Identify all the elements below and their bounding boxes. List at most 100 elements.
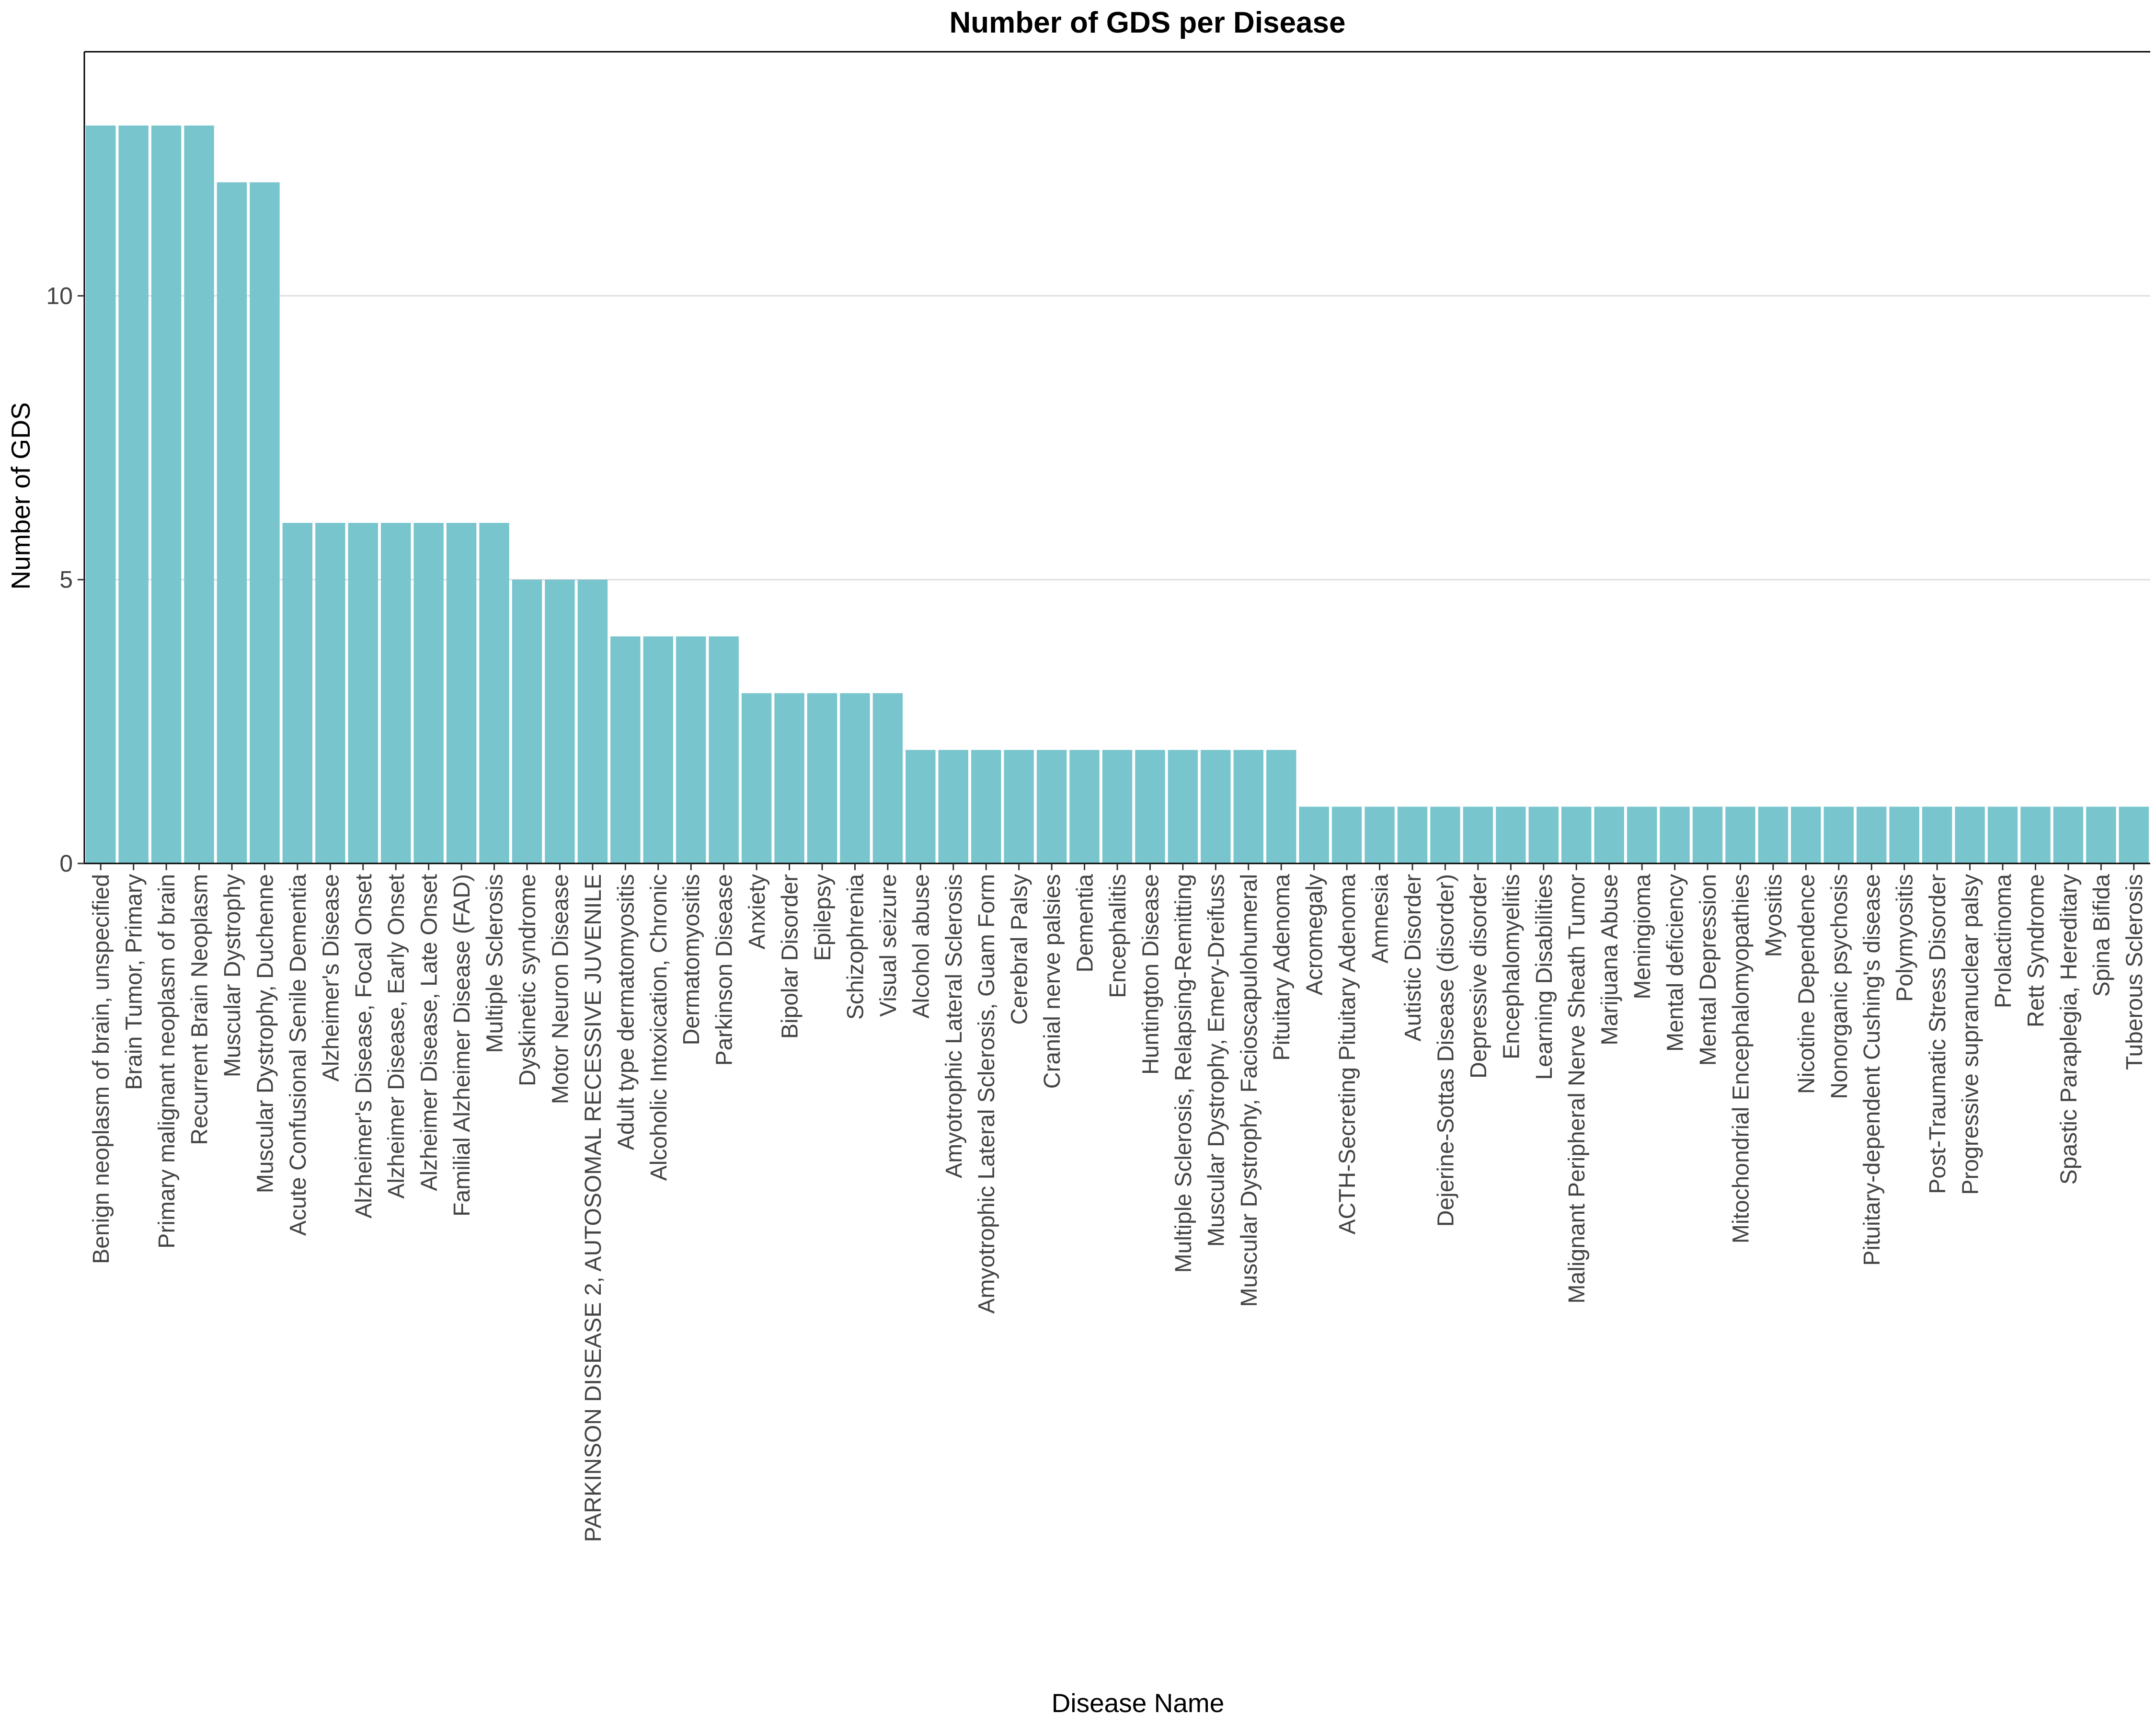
x-axis-title: Disease Name <box>1052 1688 1225 1718</box>
bar <box>282 523 313 863</box>
bar <box>1758 806 1789 863</box>
bar <box>315 523 345 863</box>
bar <box>1397 806 1428 863</box>
x-tick-label: Familial Alzheimer Disease (FAD) <box>449 874 475 1217</box>
bar <box>1102 750 1133 863</box>
bar <box>807 693 837 863</box>
bar <box>1299 806 1329 863</box>
bar <box>709 636 739 863</box>
bar <box>86 126 116 863</box>
x-tick-label: Nicotine Dependence <box>1794 874 1819 1094</box>
x-tick-label: Amnesia <box>1368 874 1393 964</box>
x-tick-label: Benign neoplasm of brain, unspecified <box>89 874 114 1264</box>
x-tick-label: Spina Bifida <box>2089 874 2114 997</box>
x-tick-label: Mitochondrial Encephalomyopathies <box>1728 874 1754 1243</box>
x-tick-label: Meningioma <box>1630 874 1655 1000</box>
x-tick-label: Tuberous Sclerosis <box>2122 874 2147 1070</box>
x-tick-label: Motor Neuron Disease <box>548 874 573 1104</box>
bar <box>2053 806 2084 863</box>
bar <box>348 523 378 863</box>
x-tick-label: Alcohol abuse <box>908 874 934 1019</box>
x-tick-label: Nonorganic psychosis <box>1827 874 1852 1099</box>
bar <box>1627 806 1657 863</box>
x-tick-label: Alzheimer's Disease, Focal Onset <box>351 874 377 1219</box>
x-tick-label: Pituitary-dependent Cushing's disease <box>1859 874 1885 1266</box>
bar <box>872 693 903 863</box>
x-tick-label: Learning Disabilities <box>1532 874 1557 1080</box>
bar <box>610 636 641 863</box>
bar <box>250 182 280 863</box>
bar <box>446 523 477 863</box>
x-tick-label: Depressive disorder <box>1466 874 1491 1079</box>
bar <box>381 523 411 863</box>
bar <box>1692 806 1723 863</box>
bar <box>413 523 444 863</box>
x-tick-label: Cranial nerve palsies <box>1040 874 1065 1089</box>
x-tick-label: Anxiety <box>745 874 770 949</box>
x-tick-label: Alzheimer Disease, Early Onset <box>384 874 409 1199</box>
x-tick-label: Post-Traumatic Stress Disorder <box>1925 874 1950 1194</box>
bar <box>1528 806 1559 863</box>
x-axis-labels: Benign neoplasm of brain, unspecified Bra… <box>89 863 2147 1542</box>
x-tick-label: Encephalomyelitis <box>1499 874 1524 1059</box>
bar <box>2086 806 2116 863</box>
bar <box>840 693 870 863</box>
bar <box>1725 806 1755 863</box>
x-tick-label: PARKINSON DISEASE 2, AUTOSOMAL RECESSIVE… <box>581 874 606 1542</box>
bar <box>1331 806 1362 863</box>
x-tick-label: Alzheimer's Disease <box>318 874 344 1081</box>
x-tick-label: Cerebral Palsy <box>1007 874 1032 1025</box>
bar <box>1135 750 1165 863</box>
bar <box>1791 806 1821 863</box>
x-tick-label: Dermatomyositis <box>679 874 704 1045</box>
bar <box>1660 806 1690 863</box>
bar <box>118 126 149 863</box>
x-tick-label: Rett Syndrome <box>2023 874 2049 1027</box>
bar <box>1069 750 1100 863</box>
bar <box>643 636 673 863</box>
x-tick-label: Recurrent Brain Neoplasm <box>187 874 213 1145</box>
bar <box>184 126 214 863</box>
bar <box>1036 750 1067 863</box>
x-tick-label: Polymyositis <box>1892 874 1918 1002</box>
bar <box>676 636 706 863</box>
bar <box>217 182 247 863</box>
bar <box>906 750 936 863</box>
x-tick-label: Primary malignant neoplasm of brain <box>154 874 180 1249</box>
x-tick-label: Brain Tumor, Primary <box>122 874 147 1090</box>
bar <box>1561 806 1592 863</box>
x-tick-label: ACTH-Secreting Pituitary Adenoma <box>1335 874 1360 1235</box>
bar <box>1365 806 1395 863</box>
x-tick-label: Mental Depression <box>1696 874 1721 1066</box>
bar <box>1463 806 1493 863</box>
bar <box>151 126 182 863</box>
x-tick-label: Huntington Disease <box>1138 874 1163 1075</box>
x-tick-label: Schizophrenia <box>843 874 868 1020</box>
x-tick-label: Myositis <box>1761 874 1787 957</box>
bar <box>1168 750 1198 863</box>
x-tick-label: Pituitary Adenoma <box>1269 874 1295 1061</box>
x-tick-label: Alcoholic Intoxication, Chronic <box>646 874 672 1181</box>
bar <box>971 750 1001 863</box>
bar <box>1201 750 1231 863</box>
x-tick-label: Autistic Disorder <box>1400 874 1426 1041</box>
x-tick-label: Spastic Paraplegia, Hereditary <box>2056 874 2082 1184</box>
bar <box>2020 806 2051 863</box>
bar <box>577 579 608 863</box>
y-tick-label: 10 <box>46 282 73 309</box>
bar <box>1430 806 1460 863</box>
bar <box>938 750 968 863</box>
bar <box>1594 806 1624 863</box>
x-tick-label: Mental deficiency <box>1663 874 1688 1052</box>
x-tick-label: Muscular Dystrophy, Emery-Dreifuss <box>1204 874 1229 1247</box>
bar <box>774 693 804 863</box>
x-tick-label: Amyotrophic Lateral Sclerosis, Guam Form <box>974 874 999 1314</box>
x-tick-label: Muscular Dystrophy <box>220 874 245 1077</box>
x-tick-label: Adult type dermatomyositis <box>613 874 639 1150</box>
bar <box>1496 806 1526 863</box>
x-tick-label: Visual seizure <box>876 874 901 1017</box>
x-tick-label: Encephalitis <box>1105 874 1131 998</box>
bar <box>2119 806 2149 863</box>
